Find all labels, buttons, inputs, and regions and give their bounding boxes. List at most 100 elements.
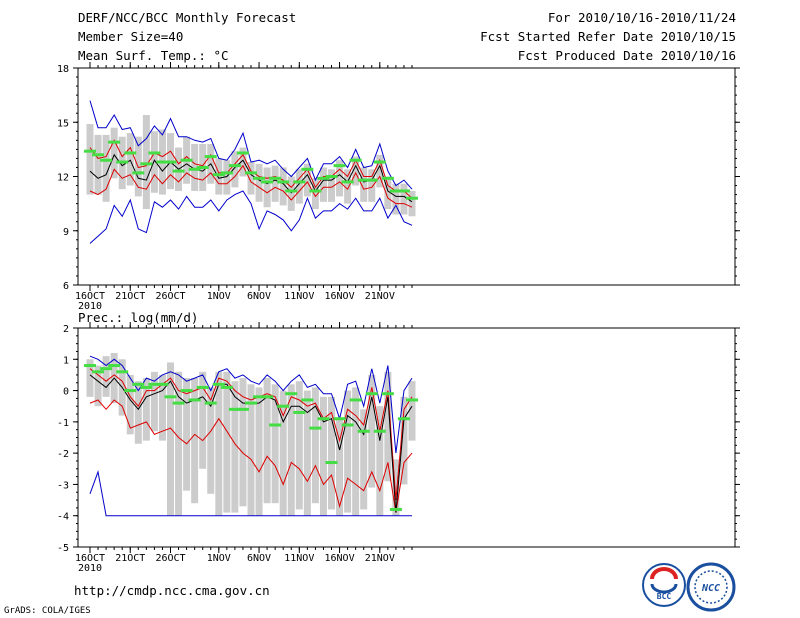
spread-box [400,183,408,215]
spread-box [287,176,295,211]
observed-marker [406,398,418,402]
spread-box [215,158,223,195]
spread-box [344,169,352,204]
y-tick-label: -4 [57,512,69,523]
forecast-period: For 2010/10/16-2010/11/24 [547,10,736,25]
observed-marker [220,385,233,389]
y-tick-label: 2 [63,324,69,335]
spread-box [86,124,94,195]
spread-box [191,378,199,504]
spread-box [360,167,368,202]
spread-box [239,147,247,177]
spread-box [223,371,231,513]
spread-box [384,176,392,210]
observed-marker [317,176,330,180]
y-tick-label: 12 [57,173,69,184]
spread-box [134,381,142,444]
observed-marker [261,180,274,184]
observed-marker [365,392,378,396]
spread-box [150,131,158,193]
observed-marker [108,364,121,368]
x-tick-sublabel: 2010 [78,563,102,574]
x-tick-label: 21NOV [365,291,395,302]
observed-marker [269,176,282,180]
observed-marker [84,364,96,368]
spread-box [110,127,118,179]
spread-box [231,381,239,513]
spread-box [376,154,384,188]
series-max-line [89,100,413,190]
precip-label: Prec.: log(mm/d) [78,310,199,325]
forecast-produced-date: Fcst Produced Date 2010/10/16 [517,48,736,63]
y-tick-label: 6 [63,281,69,292]
observed-marker [228,164,241,168]
observed-marker [100,367,113,371]
member-size: Member Size=40 [78,29,184,44]
footer-url[interactable]: http://cmdp.ncc.cma.gov.cn [74,583,270,598]
observed-marker [212,173,225,177]
observed-marker [389,189,402,193]
grads-credit: GrADS: COLA/IGES [4,606,91,616]
observed-marker [253,395,266,399]
observed-marker [156,382,169,386]
observed-marker [140,162,153,166]
series-lower-line [89,399,413,513]
spread-box [223,160,231,195]
series-upper-line [89,139,413,199]
spread-box [167,362,174,516]
observed-marker [188,398,201,402]
observed-marker [301,167,314,171]
x-tick-label: 26OCT [155,291,185,302]
observed-marker [172,169,185,173]
spread-box [86,359,94,397]
observed-marker [245,401,257,405]
observed-marker [317,417,330,421]
observed-marker [100,158,113,162]
spread-box [408,190,416,217]
spread-box [158,374,166,441]
svg-text:BCC: BCC [657,592,672,601]
chart-title: DERF/NCC/BCC Monthly Forecast [78,10,297,25]
spread-box [303,390,311,516]
series-min-line [89,470,412,517]
x-tick-label: 1NOV [207,553,231,564]
observed-marker [148,151,161,155]
y-tick-label: 0 [63,387,69,398]
observed-marker [180,389,193,393]
observed-marker [84,149,96,153]
x-tick-label: 11NOV [284,553,314,564]
observed-marker [196,385,209,389]
observed-marker [140,385,153,389]
observed-marker [196,165,209,169]
spread-box [392,459,400,516]
observed-marker [236,151,249,155]
spread-box [175,371,183,516]
spread-box [271,384,279,504]
spread-box [311,387,319,504]
spread-box [102,356,110,397]
observed-marker [164,160,177,164]
ncc-logo: NCC [686,562,736,612]
observed-marker [406,196,418,200]
spread-box [311,178,319,210]
series-upper-line [89,368,413,501]
observed-marker [349,398,362,402]
spread-box [94,134,102,195]
series-mean-line [89,153,413,203]
svg-text:NCC: NCC [701,583,720,594]
spread-box [400,396,408,485]
observed-marker [293,410,306,414]
x-tick-label: 16NOV [324,553,354,564]
y-tick-label: 18 [57,64,69,75]
observed-marker [148,382,161,386]
spread-box [336,160,344,197]
spread-box [328,169,335,202]
observed-marker [365,178,378,182]
x-tick-label: 16OCT [75,553,105,564]
x-tick-label: 16NOV [324,291,354,302]
observed-marker [309,189,322,193]
spread-box [376,406,384,516]
spread-box [255,387,263,516]
spread-box [231,151,239,188]
spread-box [215,371,223,516]
